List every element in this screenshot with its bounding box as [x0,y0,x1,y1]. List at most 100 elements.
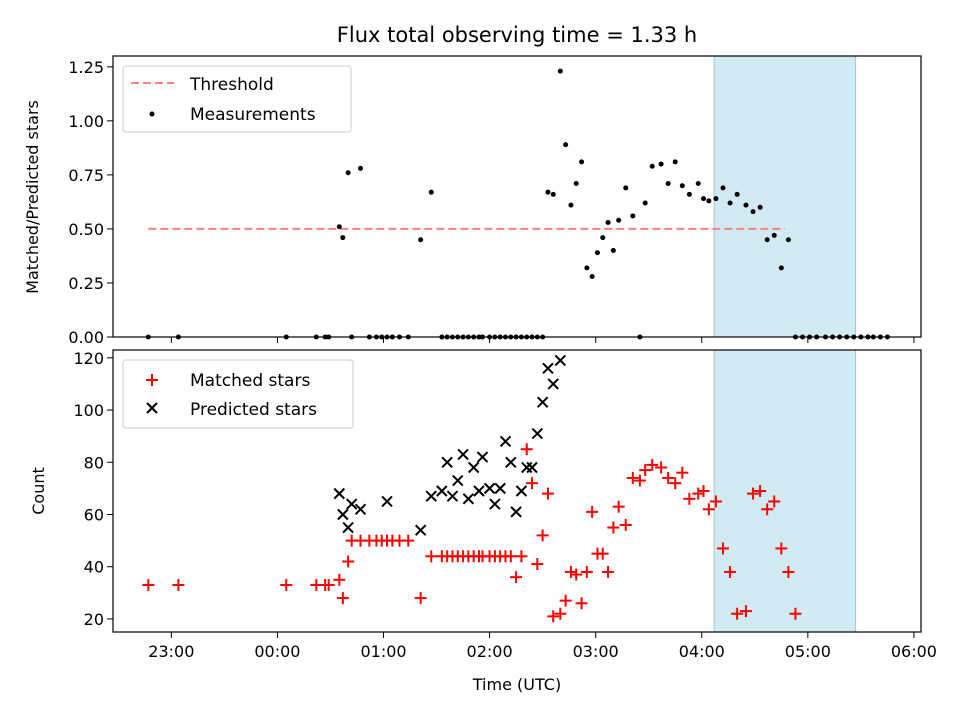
matched-stars-point [541,487,554,500]
matched-stars-point [425,550,438,563]
predicted-stars-point [381,495,393,508]
measurement-point [706,198,712,204]
y-tick-label: 100 [73,401,104,420]
predicted-stars-point [515,485,528,497]
measurement-point [630,213,636,219]
x-b [542,362,554,374]
measurement-point [701,196,707,202]
matched-stars-point [747,487,760,500]
x-b [505,456,517,468]
matched-stars-point [536,529,549,542]
matched-stars-point [626,471,639,484]
matched-stars-point [564,565,577,578]
measurement-point [757,204,763,210]
x-tick-label: 00:00 [254,642,300,661]
x-b [345,498,358,510]
predicted-stars-point [547,378,559,390]
x-b [441,456,453,468]
measurement-point [345,170,351,176]
x-tick-label: 23:00 [148,642,194,661]
matched-stars-point [575,597,588,610]
bottom-observing-window [713,349,857,633]
x-b [547,378,559,390]
measurement-point [573,181,579,187]
bottom-legend-box [122,359,354,429]
matched-stars-point [683,492,696,505]
x-b [342,521,354,534]
matched-stars-point [515,550,528,563]
matched-stars-point [639,464,652,477]
predicted-stars-point [489,498,501,510]
x-b [467,461,480,474]
matched-stars-point [142,579,155,591]
legend-matched-swatch [146,374,158,386]
matched-stars-point [602,565,615,578]
matched-stars-point [554,607,567,620]
x-b [526,461,538,474]
matched-stars-point [333,573,346,586]
x-b [457,448,469,461]
matched-stars-point [697,485,710,497]
x-tick-label: 06:00 [891,642,937,661]
measurement-point [778,265,784,271]
matched-stars-point [520,443,533,456]
y-tick-label: 0.00 [68,328,104,347]
matched-stars-point [531,558,544,571]
measurement-point [679,183,685,189]
measurement-point [734,191,740,197]
y-tick-label: 0.50 [68,220,104,239]
measurement-point [594,250,600,256]
measurement-point [545,189,551,195]
bottom-axes-frame [112,349,922,633]
x-b [536,396,549,408]
matched-stars-point [586,505,599,518]
matched-stars-point [754,485,767,497]
measurement-point [616,217,622,223]
matched-stars-point [662,471,675,484]
measurement-point [600,235,606,241]
legend-predicted-swatch [146,402,158,414]
matched-stars-point [172,579,185,591]
x-b [531,427,544,440]
predicted-stars-point [473,485,485,497]
x-b [554,354,567,367]
matched-stars-point [570,568,583,581]
matched-stars-point [669,477,682,490]
measurement-point [665,181,671,187]
predicted-stars-point [446,490,459,502]
matched-stars-point [510,571,523,584]
x-b [476,451,489,463]
legend-measurements-label: Measurements [190,105,316,125]
matched-stars-point [739,605,752,618]
x-b [446,490,459,502]
x-b [489,498,501,510]
predicted-stars-point [510,506,522,518]
matched-stars-point [716,542,729,555]
matched-stars-point [646,458,659,471]
x-b [473,485,485,497]
matched-stars-point [633,474,646,487]
y-tick-label: 80 [84,453,104,472]
measurement-point [649,163,655,169]
predicted-stars-point [452,474,464,487]
x-tick-label: 03:00 [573,642,619,661]
predicted-stars-point [483,482,496,495]
matched-stars-point [504,550,517,563]
bottom-panel: 20 40 60 80 100 120 23:00 00:00 01:00 02:00 03:00 0… [29,349,937,694]
matched-stars-point [280,579,293,591]
measurement-point [771,232,777,238]
predicted-stars-point [342,521,354,534]
predicted-stars-point [554,354,567,367]
measurement-point [695,181,701,187]
y-tick-label: 60 [84,506,104,525]
measurement-point [418,237,424,243]
measurement-point [557,68,563,74]
x-b [452,474,464,487]
matched-stars-point [768,495,781,508]
top-axes-frame [112,55,922,338]
measurement-point [336,224,342,230]
x-tick-label: 01:00 [360,642,406,661]
bottom-legend: Matched stars Predicted stars [122,359,354,429]
matched-stars-point [709,495,722,508]
matched-stars-point [547,610,560,623]
